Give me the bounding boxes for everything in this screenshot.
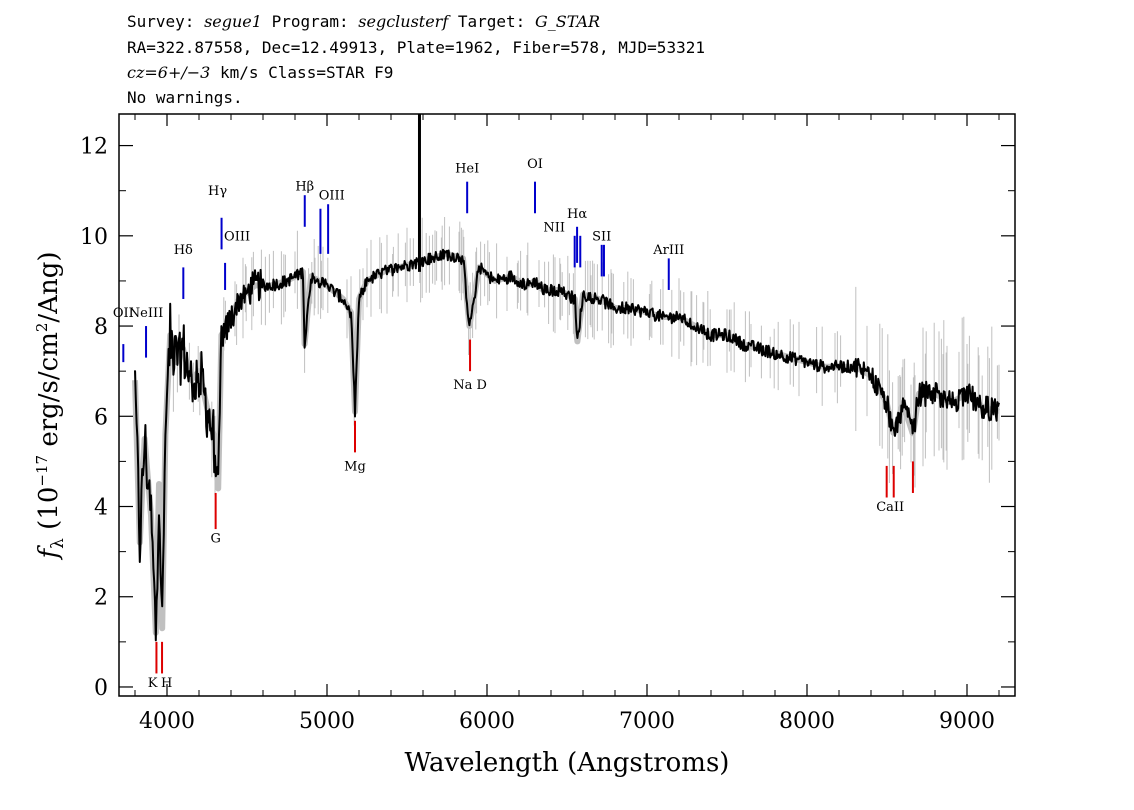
target-label: Target: — [448, 12, 535, 31]
emission-line-label: OIII — [224, 229, 250, 244]
spectrum-header-line2: RA=322.87558, Dec=12.49913, Plate=1962, … — [127, 38, 705, 57]
x-axis-title: Wavelength (Angstroms) — [405, 748, 730, 778]
error-spikes — [135, 217, 1000, 624]
plot-frame — [118, 113, 1016, 697]
axes: 4000 5000 6000 7000 8000 9000 0 2 4 6 8 10 12 — [80, 114, 1015, 734]
x-tick-label: 6000 — [459, 709, 515, 734]
target-name: G_STAR — [534, 12, 601, 31]
y-axis-units-b: erg/s/cm — [34, 332, 64, 455]
spectrum-header-line1: Survey: segue1 Program: segclusterf Targ… — [127, 12, 600, 32]
absorption-line-label: H — [161, 676, 172, 691]
emission-line-label: OIII — [319, 189, 345, 204]
x-tick-label: 8000 — [779, 709, 835, 734]
error-band — [132, 250, 1002, 636]
emission-line-label: ArIII — [652, 243, 684, 258]
x-tick-label: 5000 — [299, 709, 355, 734]
spectrum-header-line3: cz=6+/−3 km/s Class=STAR F9 — [127, 63, 393, 83]
plot-area — [132, 114, 1002, 642]
emission-line-label: HeI — [455, 162, 479, 177]
program-label: Program: — [261, 12, 359, 31]
y-axis-lambda-subscript: λ — [48, 538, 68, 549]
y-axis-units-c: /Ang) — [34, 252, 64, 323]
emission-line-label: OI — [527, 157, 543, 172]
flux-line — [134, 248, 1000, 642]
survey-label: Survey: — [127, 12, 205, 31]
spectrum-header-line4: No warnings. — [127, 88, 243, 107]
x-tick-label: 9000 — [939, 709, 995, 734]
y-tick-label: 6 — [94, 405, 108, 430]
emission-line-label: OII — [113, 306, 134, 321]
x-tick-label: 4000 — [139, 709, 195, 734]
y-axis-units-a: (10 — [34, 487, 64, 539]
y-tick-label: 4 — [94, 496, 108, 521]
emission-line-label: NII — [543, 220, 565, 235]
program-name: segclusterf — [358, 12, 449, 31]
absorption-line-label: CaII — [876, 500, 904, 515]
y-tick-label: 12 — [80, 135, 108, 160]
emission-line-label: Hβ — [295, 180, 314, 195]
absorption-line-label: K — [148, 676, 158, 691]
y-tick-label: 10 — [80, 225, 108, 250]
absorption-line-label: Mg — [344, 459, 366, 474]
emission-line-label: Hγ — [208, 184, 227, 199]
survey-name: segue1 — [204, 12, 262, 31]
y-tick-label: 0 — [94, 676, 108, 701]
emission-line-label: Hδ — [174, 243, 193, 258]
y-tick-label: 2 — [94, 586, 108, 611]
y-tick-label: 8 — [94, 315, 108, 340]
y-axis-exponent: −17 — [33, 455, 51, 487]
emission-line-label: Hα — [567, 207, 587, 222]
y-axis-cm-exponent: 2 — [33, 323, 51, 333]
class-info: km/s Class=STAR F9 — [210, 63, 394, 82]
emission-line-label: NeIII — [129, 306, 163, 321]
y-axis-title: fλ (10−17 erg/s/cm2/Ang) — [33, 252, 68, 561]
redshift-value: cz=6+/−3 — [127, 63, 211, 82]
absorption-line-label: Na D — [453, 378, 487, 393]
emission-line-label: SII — [592, 229, 611, 244]
absorption-line-label: G — [210, 532, 220, 547]
x-tick-label: 7000 — [619, 709, 675, 734]
